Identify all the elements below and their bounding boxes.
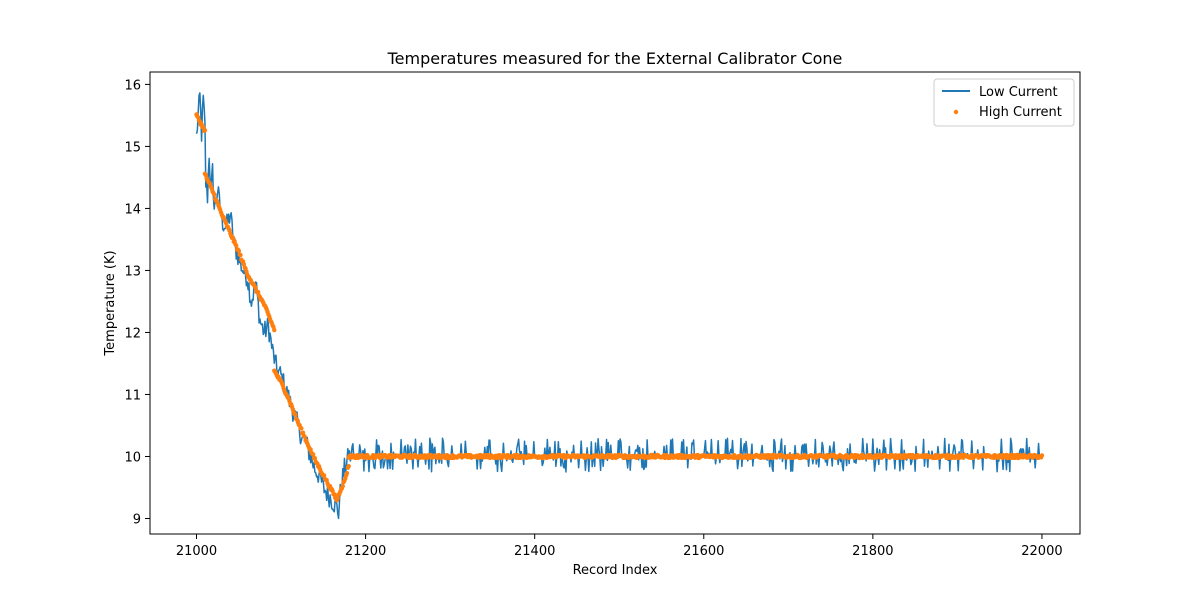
x-tick-label-1: 21200 [345,544,386,559]
y-tick-label-3: 12 [124,326,141,341]
high-current-point-165 [332,492,337,497]
high-current-point-181 [344,470,350,476]
high-current-point-71 [253,285,258,291]
high-current-point-170 [335,495,340,501]
chart-title: Temperatures measured for the External C… [387,49,843,68]
legend-low-current-label: Low Current [979,85,1058,100]
y-axis: 9 10 11 12 13 14 15 16 [124,78,150,527]
legend: Low Current High Current [933,78,1075,127]
y-tick-label-1: 10 [124,450,141,465]
high-current-point-36 [223,220,229,226]
x-tick-label-2: 21400 [514,544,555,559]
high-current-point-130 [302,434,307,439]
high-current-point-126 [299,426,304,431]
high-current-point-183 [346,463,351,469]
y-tick-label-4: 13 [124,264,141,279]
y-tick-label-7: 16 [124,78,141,93]
high-current-point-137 [308,447,313,452]
high-current-point-176 [340,483,345,489]
high-current-point-119 [293,412,298,417]
high-current-point-53 [238,252,243,258]
high-current-point-22 [212,192,217,197]
high-current-point-1004 [1039,453,1045,458]
plot-area [149,71,1081,535]
high-current-point-74 [256,289,261,295]
high-current-point-57 [241,261,247,267]
high-current-point-44 [230,235,236,240]
x-tick-label-3: 21600 [683,544,724,559]
high-current-point-51 [236,248,241,254]
x-tick-label-4: 21800 [852,544,893,559]
series-layer [194,92,1045,520]
high-current-point-10 [202,128,208,133]
x-tick-label-5: 22000 [1021,544,1062,559]
x-tick-label-0: 21000 [176,544,217,559]
y-axis-label: Temperature (K) [103,250,118,356]
y-tick-label-2: 11 [124,388,141,403]
series-high-current [194,112,1045,503]
high-current-point-153 [321,473,327,478]
legend-high-current-marker [953,109,959,115]
x-axis: 21000 21200 21400 21600 21800 22000 [176,534,1063,559]
high-current-point-8 [201,124,206,130]
high-current-point-48 [234,243,239,248]
legend-high-current-label: High Current [979,105,1062,120]
y-tick-label-5: 14 [124,202,141,217]
high-current-point-93 [272,327,277,333]
y-tick-label-6: 15 [124,140,141,155]
high-current-point-142 [312,455,318,461]
high-current-point-140 [310,452,316,457]
x-axis-label: Record Index [573,563,658,578]
y-tick-label-0: 9 [133,512,141,527]
